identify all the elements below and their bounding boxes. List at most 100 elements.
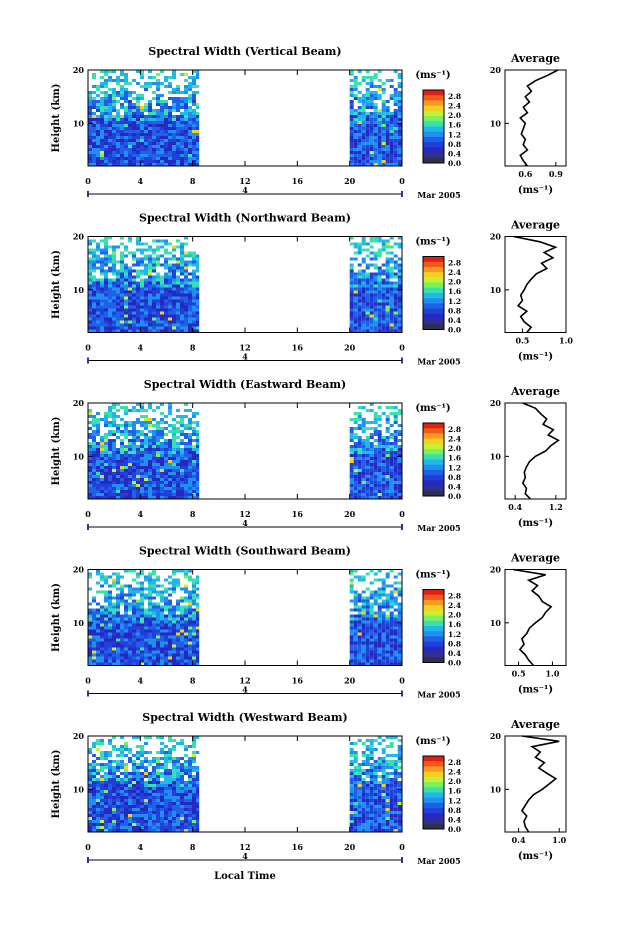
heatmap-cell <box>92 139 96 142</box>
heatmap-cell <box>180 160 184 163</box>
heatmap-cell <box>92 612 96 615</box>
heatmap-cell <box>144 621 148 624</box>
heatmap-cell <box>88 412 92 415</box>
heatmap-cell <box>382 145 386 148</box>
heatmap-cell <box>120 654 124 657</box>
heatmap-cell <box>116 270 120 273</box>
heatmap-cell <box>378 591 382 594</box>
heatmap-cell <box>144 766 148 769</box>
heatmap-cell <box>136 775 140 778</box>
heatmap-cell <box>354 142 358 145</box>
heatmap-cell <box>354 154 358 157</box>
heatmap-cell <box>394 433 398 436</box>
heatmap-cell <box>168 754 172 757</box>
heatmap-cell <box>156 273 160 276</box>
heatmap-cell <box>124 478 128 481</box>
heatmap-cell <box>176 633 180 636</box>
heatmap-cell <box>164 160 168 163</box>
heatmap-cell <box>124 306 128 309</box>
heatmap-cell <box>192 79 196 82</box>
heatmap-cell <box>144 660 148 663</box>
heatmap-cell <box>350 463 354 466</box>
heatmap-cell <box>104 609 108 612</box>
heatmap-cell <box>156 109 160 112</box>
heatmap-cell <box>180 324 184 327</box>
heatmap-cell <box>88 118 92 121</box>
heatmap-cell <box>136 573 140 576</box>
heatmap-cell <box>160 469 164 472</box>
heatmap-cell <box>370 85 374 88</box>
heatmap-cell <box>374 657 378 660</box>
heatmap-cell <box>374 430 378 433</box>
heatmap-cell <box>382 88 386 91</box>
heatmap-cell <box>176 481 180 484</box>
heatmap-cell <box>350 585 354 588</box>
heatmap-cell <box>398 318 402 321</box>
heatmap-cell <box>386 252 390 255</box>
heatmap-cell <box>386 657 390 660</box>
heatmap-cell <box>180 300 184 303</box>
heatmap-cell <box>184 85 188 88</box>
heatmap-cell <box>172 303 176 306</box>
heatmap-cell <box>92 784 96 787</box>
heatmap-cell <box>144 769 148 772</box>
heatmap-cell <box>88 433 92 436</box>
heatmap-cell <box>172 591 176 594</box>
heatmap-cell <box>374 648 378 651</box>
heatmap-cell <box>100 312 104 315</box>
heatmap-cell <box>132 615 136 618</box>
avg-x-tick-label: 0.5 <box>515 336 529 346</box>
heatmap-cell <box>92 648 96 651</box>
heatmap-cell <box>160 306 164 309</box>
heatmap-cell <box>108 145 112 148</box>
heatmap-cell <box>140 258 144 261</box>
heatmap-cell <box>96 121 100 124</box>
heatmap-cell <box>96 636 100 639</box>
heatmap-cell <box>172 784 176 787</box>
heatmap-cell <box>184 654 188 657</box>
heatmap-cell <box>172 472 176 475</box>
heatmap-cell <box>112 639 116 642</box>
heatmap-cell <box>168 130 172 133</box>
heatmap-cell <box>92 424 96 427</box>
heatmap-cell <box>354 94 358 97</box>
heatmap-cell <box>108 112 112 115</box>
heatmap-cell <box>374 624 378 627</box>
colorbar-tick-label: 1.2 <box>448 297 461 306</box>
heatmap-cell <box>156 784 160 787</box>
heatmap-cell <box>168 582 172 585</box>
heatmap-cell <box>386 630 390 633</box>
heatmap-cell <box>370 324 374 327</box>
heatmap-cell <box>152 112 156 115</box>
heatmap-cell <box>366 484 370 487</box>
heatmap-cell <box>188 463 192 466</box>
heatmap-cell <box>140 264 144 267</box>
heatmap-cell <box>156 769 160 772</box>
heatmap-cell <box>172 133 176 136</box>
heatmap-cell <box>168 472 172 475</box>
heatmap-cell <box>128 645 132 648</box>
heatmap-cell <box>176 760 180 763</box>
heatmap-cell <box>196 639 199 642</box>
heatmap-cell <box>124 742 128 745</box>
y-axis-label: Height (km) <box>51 250 62 319</box>
heatmap-cell <box>192 258 196 261</box>
heatmap-cell <box>188 297 192 300</box>
heatmap-cell <box>156 79 160 82</box>
heatmap-cell <box>96 591 100 594</box>
heatmap-cell <box>378 148 382 151</box>
heatmap-cell <box>164 240 168 243</box>
heatmap-cell <box>132 288 136 291</box>
heatmap-cell <box>164 603 168 606</box>
heatmap-cell <box>160 460 164 463</box>
heatmap-cell <box>92 442 96 445</box>
heatmap-cell <box>382 297 386 300</box>
heatmap-cell <box>196 324 199 327</box>
heatmap-cell <box>152 493 156 496</box>
heatmap-cell <box>180 127 184 130</box>
heatmap-cell <box>88 261 92 264</box>
heatmap-cell <box>124 451 128 454</box>
heatmap-cell <box>112 270 116 273</box>
heatmap-cell <box>120 85 124 88</box>
heatmap-cell <box>362 427 366 430</box>
